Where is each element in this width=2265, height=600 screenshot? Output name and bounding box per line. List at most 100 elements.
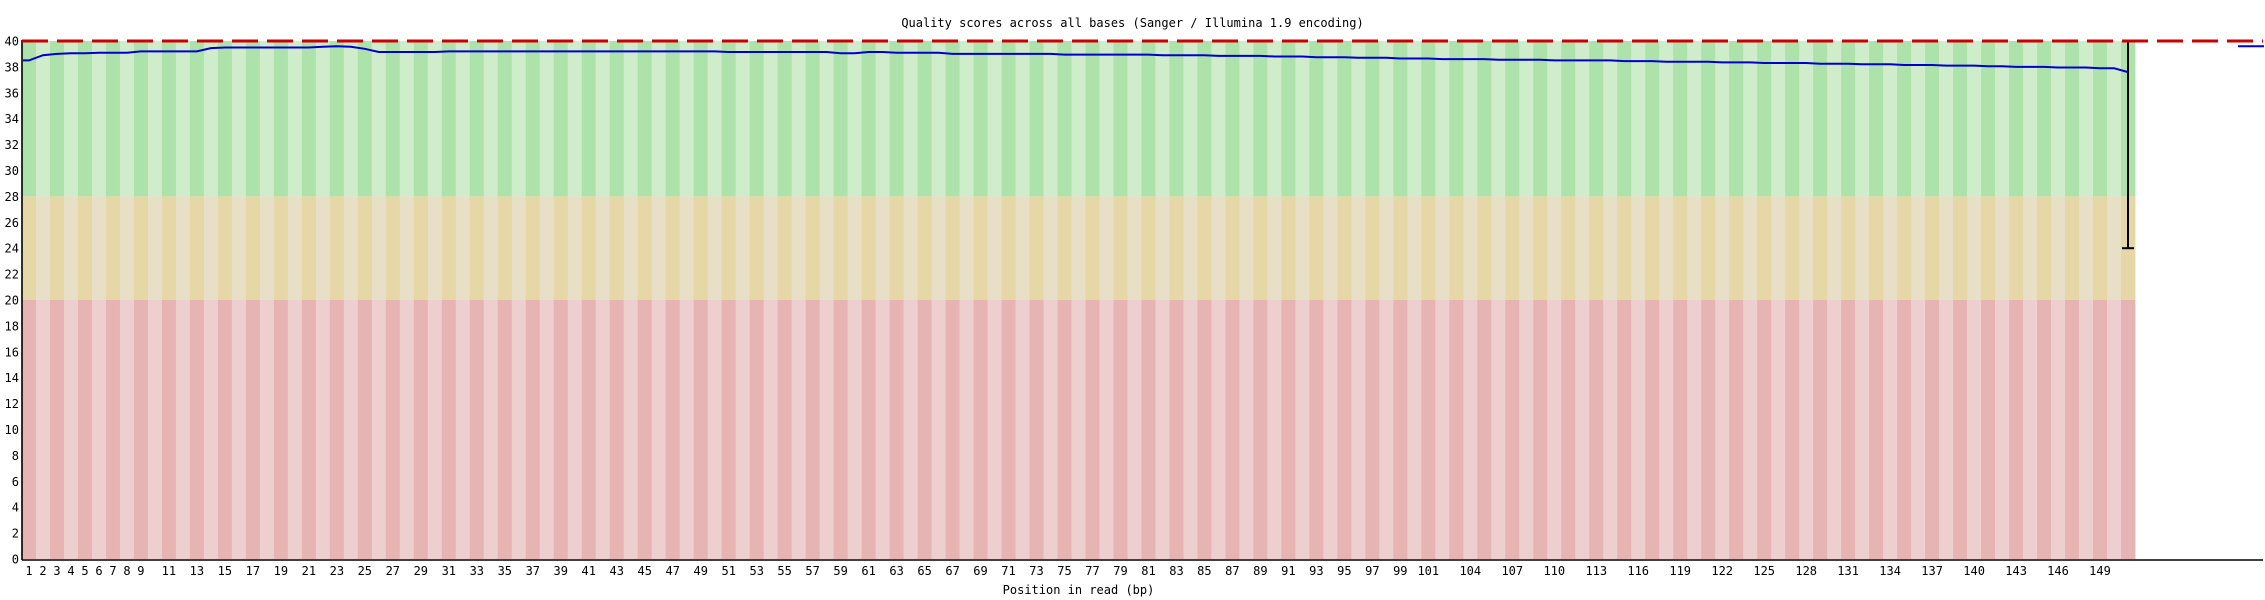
ok-quality-zone-stripe [1295,196,1310,300]
poor-quality-zone-stripe [1169,300,1184,559]
poor-quality-zone-stripe [1197,300,1212,559]
good-quality-zone-stripe [1029,41,1044,197]
poor-quality-zone-stripe [273,300,289,559]
poor-quality-zone-stripe [1897,300,1912,559]
poor-quality-zone-stripe [2009,300,2024,559]
poor-quality-zone-stripe [1085,300,1100,559]
ok-quality-zone-stripe [819,196,835,300]
ok-quality-zone-stripe [469,196,485,300]
poor-quality-zone-stripe [1239,300,1254,559]
poor-quality-zone-stripe [2107,300,2122,559]
poor-quality-zone-stripe [259,300,275,559]
x-tick-label: 75 [1057,564,1071,578]
ok-quality-zone-stripe [1323,196,1338,300]
x-tick-label: 99 [1393,564,1407,578]
poor-quality-zone-stripe [1771,300,1786,559]
ok-quality-zone-stripe [1001,196,1016,300]
good-quality-zone-stripe [1309,41,1324,197]
x-tick-label: 140 [1963,564,1985,578]
ok-quality-zone-stripe [175,196,191,300]
poor-quality-zone-stripe [1295,300,1310,559]
ok-quality-zone-stripe [441,196,457,300]
x-tick-label: 67 [945,564,959,578]
ok-quality-zone-stripe [147,196,163,300]
ok-quality-zone-stripe [1477,196,1492,300]
poor-quality-zone-stripe [567,300,583,559]
x-tick-label: 79 [1113,564,1127,578]
ok-quality-zone-stripe [357,196,373,300]
ok-quality-zone-stripe [1617,196,1632,300]
x-tick-label: 55 [777,564,791,578]
ok-quality-zone-stripe [1253,196,1268,300]
good-quality-zone-stripe [1127,41,1142,197]
ok-quality-zone-stripe [609,196,625,300]
poor-quality-zone-stripe [623,300,639,559]
ok-quality-zone-stripe [287,196,303,300]
poor-quality-zone-stripe [1267,300,1282,559]
good-quality-zone-stripe [1253,41,1268,197]
poor-quality-zone-stripe [1057,300,1072,559]
x-tick-label: 1 [25,564,32,578]
good-quality-zone-stripe [875,41,890,197]
y-tick-label: 22 [5,268,19,282]
y-tick-label: 0 [12,553,19,567]
ok-quality-zone-stripe [1645,196,1660,300]
x-tick-label: 3 [53,564,60,578]
ok-quality-zone-stripe [1029,196,1044,300]
good-quality-zone-stripe [903,41,918,197]
good-quality-zone-stripe [637,41,653,197]
ok-quality-zone-stripe [553,196,569,300]
good-quality-zone-stripe [1967,41,1982,197]
poor-quality-zone-stripe [511,300,527,559]
good-quality-zone-stripe [1351,41,1366,197]
ok-quality-zone-stripe [1813,196,1828,300]
x-tick-label: 119 [1669,564,1691,578]
ok-quality-zone-stripe [1673,196,1688,300]
poor-quality-zone-stripe [693,300,709,559]
ok-quality-zone-stripe [2037,196,2052,300]
x-tick-label: 51 [721,564,735,578]
good-quality-zone-stripe [63,41,79,197]
good-quality-zone-stripe [931,41,946,197]
ok-quality-zone-stripe [1869,196,1884,300]
ok-quality-zone-stripe [1981,196,1996,300]
poor-quality-zone-stripe [161,300,177,559]
good-quality-zone-stripe [1393,41,1408,197]
ok-quality-zone-stripe [2107,196,2122,300]
ok-quality-zone-stripe [1169,196,1184,300]
y-tick-label: 28 [5,190,19,204]
ok-quality-zone-stripe [987,196,1002,300]
ok-quality-zone-stripe [1225,196,1240,300]
ok-quality-zone-stripe [1771,196,1786,300]
ok-quality-zone-stripe [763,196,779,300]
x-tick-label: 146 [2047,564,2069,578]
x-tick-label: 122 [1711,564,1733,578]
ok-quality-zone-stripe [1911,196,1926,300]
good-quality-zone-stripe [1211,41,1226,197]
ok-quality-zone-stripe [105,196,121,300]
poor-quality-zone-stripe [945,300,960,559]
poor-quality-zone-stripe [749,300,765,559]
good-quality-zone-stripe [1183,41,1198,197]
good-quality-zone-stripe [1771,41,1786,197]
poor-quality-zone-stripe [175,300,191,559]
poor-quality-zone-stripe [973,300,988,559]
good-quality-zone-stripe [1099,41,1114,197]
x-tick-label: 85 [1197,564,1211,578]
good-quality-zone-stripe [2037,41,2052,197]
poor-quality-zone-stripe [1673,300,1688,559]
good-quality-zone-stripe [217,41,233,197]
ok-quality-zone-stripe [959,196,974,300]
x-tick-label: 149 [2089,564,2111,578]
poor-quality-zone-stripe [1519,300,1534,559]
good-quality-zone-stripe [1715,41,1730,197]
ok-quality-zone-stripe [1631,196,1646,300]
good-quality-zone-stripe [511,41,527,197]
ok-quality-zone-stripe [1113,196,1128,300]
good-quality-zone-stripe [1519,41,1534,197]
good-quality-zone-stripe [133,41,149,197]
poor-quality-zone-stripe [1883,300,1898,559]
poor-quality-zone-stripe [1631,300,1646,559]
poor-quality-zone-stripe [385,300,401,559]
ok-quality-zone-stripe [343,196,359,300]
